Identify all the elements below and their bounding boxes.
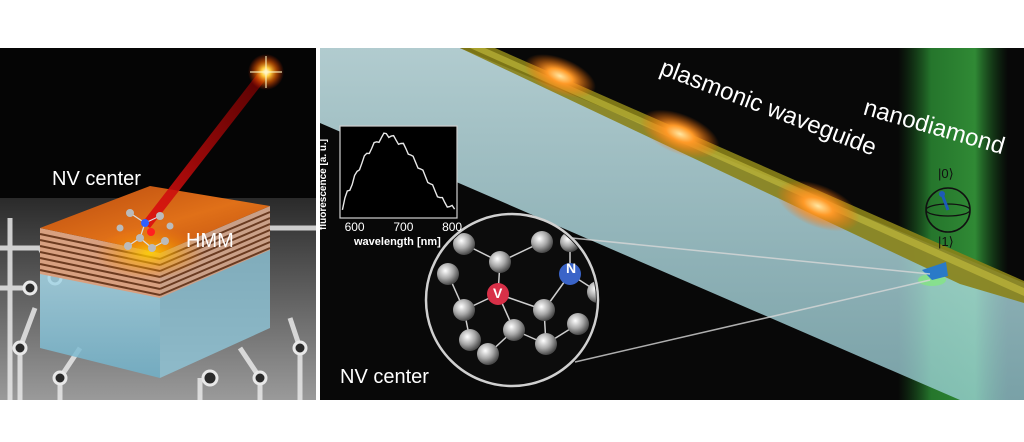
plasmon-spot-2 [640, 109, 720, 159]
hmm-label: HMM [186, 230, 234, 252]
nv-center-label-right: NV center [340, 366, 429, 388]
nitrogen-atom [559, 263, 581, 285]
chart-ylabel: fluorescence [a. u.] [320, 138, 329, 230]
fluorescence-series [341, 132, 456, 211]
ket-one-label: |1⟩ [938, 234, 954, 249]
glass-substrate [40, 273, 160, 378]
atom-n-label: N [566, 260, 577, 276]
fluorescence-chart: 600 700 800 [339, 125, 462, 234]
hmm-illustration [0, 48, 316, 400]
waveguide-illustration: 600 700 800 [320, 48, 1024, 400]
plasmon-spot-1 [524, 54, 596, 98]
metal-stripe [460, 48, 1024, 303]
glass-slab [320, 48, 1024, 400]
chart-xlabel: wavelength [nm] [354, 236, 441, 248]
nv-molecule [116, 209, 174, 252]
nanodiamond [922, 262, 948, 280]
chart-frame [339, 125, 458, 219]
plasmon-spot-3 [776, 180, 860, 232]
x-tick-label: 700 [393, 220, 413, 234]
laser-beam [142, 68, 270, 228]
vacancy-atom [487, 283, 509, 305]
zoom-line-bottom [574, 279, 931, 363]
x-tick-label: 600 [345, 220, 365, 234]
atom-v-label: V [493, 285, 503, 301]
nv-center-label: NV center [52, 168, 141, 190]
lattice-inset [424, 212, 600, 388]
diamond-lattice [437, 231, 596, 365]
left-panel: NV center HMM [0, 48, 316, 400]
right-panel: 600 700 800 NV center plasmonic waveguide … [320, 48, 1024, 400]
ket-zero-label: |0⟩ [938, 166, 954, 181]
bloch-sphere [925, 187, 971, 233]
zoom-line-top [571, 237, 931, 275]
x-tick-label: 800 [442, 220, 462, 234]
